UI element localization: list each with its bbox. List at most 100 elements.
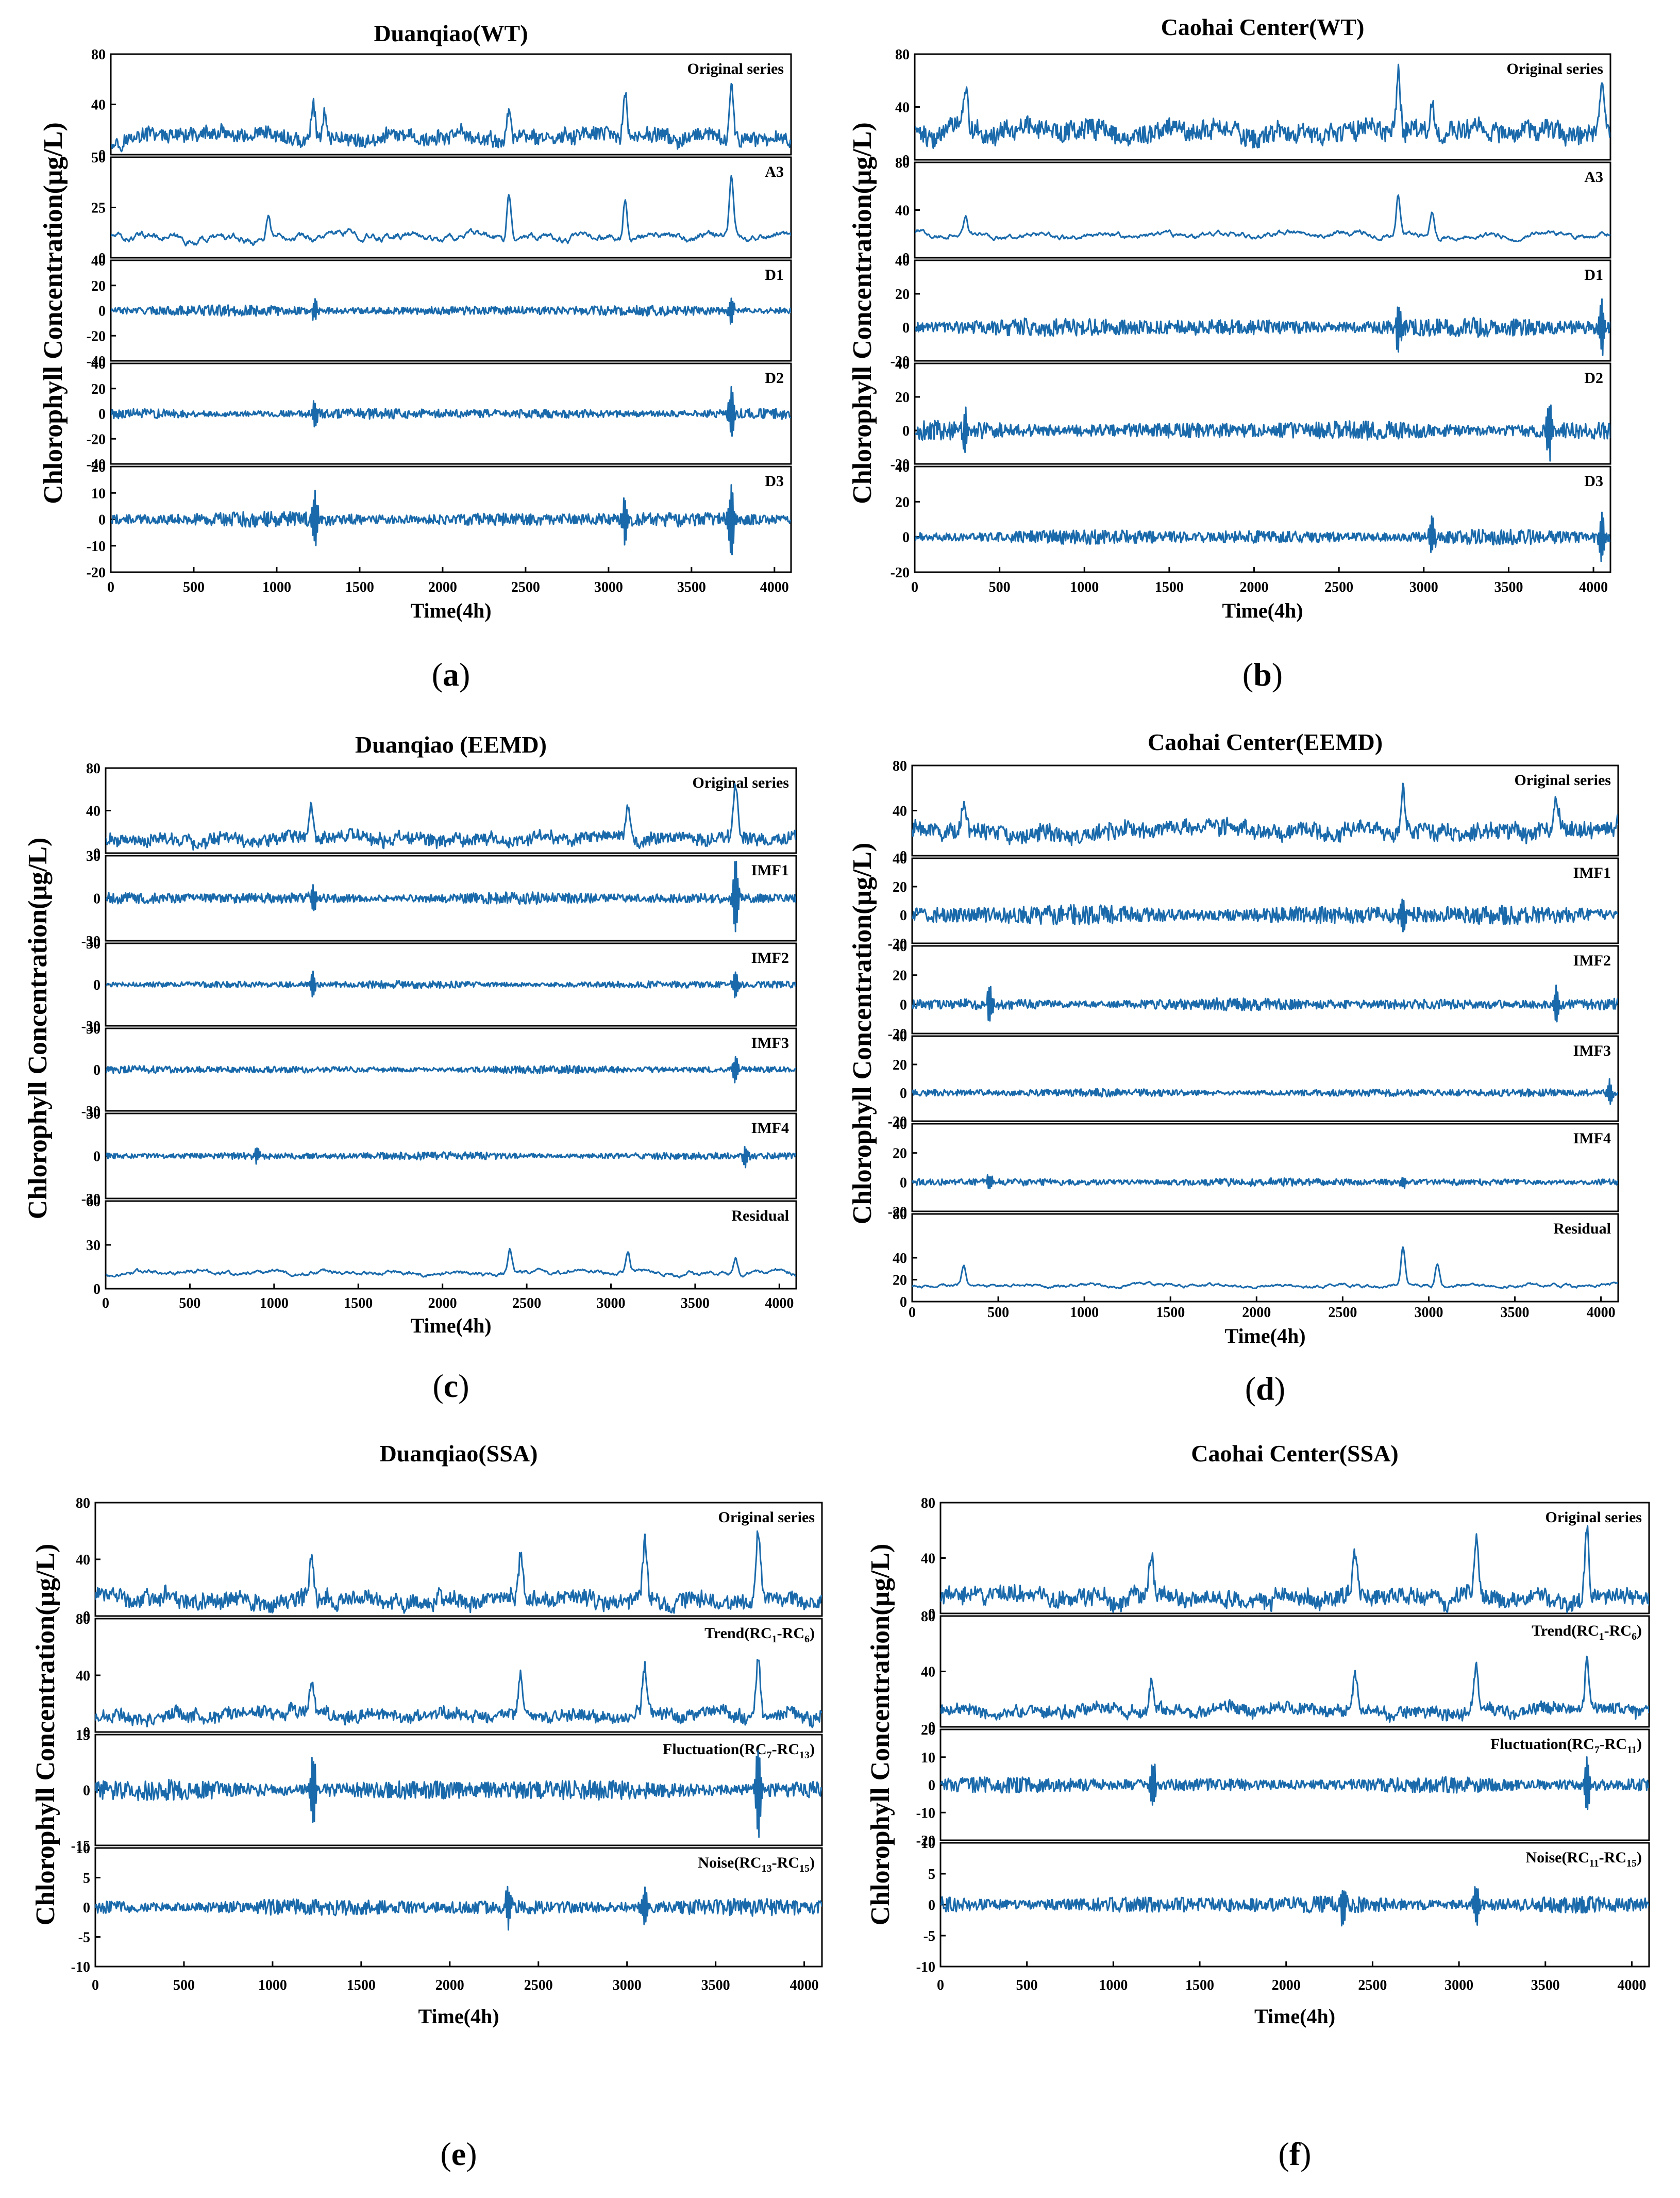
series-line bbox=[106, 860, 796, 933]
subplot-label: IMF2 bbox=[751, 950, 789, 967]
subplot-label: IMF2 bbox=[1573, 952, 1611, 969]
y-tick-label: -20 bbox=[87, 431, 106, 447]
y-tick-label: 20 bbox=[91, 278, 106, 294]
y-tick-label: 30 bbox=[86, 1238, 100, 1254]
subplot-label: Trend(RC1-RC6) bbox=[1532, 1622, 1642, 1642]
subplot-frame bbox=[914, 259, 1611, 362]
y-tick-label: 20 bbox=[895, 287, 910, 303]
y-tick-label: -20 bbox=[87, 328, 106, 344]
x-axis-label: Time(4h) bbox=[418, 2005, 499, 2028]
y-tick-label: 20 bbox=[91, 459, 106, 475]
x-tick-label: 3000 bbox=[1444, 1977, 1473, 1993]
y-tick-label: 80 bbox=[893, 758, 907, 774]
x-tick-label: 3500 bbox=[701, 1977, 730, 1993]
panel-d: Caohai Center(EEMD)Original series80400I… bbox=[848, 729, 1619, 1407]
x-tick-label: 2000 bbox=[428, 1295, 457, 1311]
x-tick-label: 3000 bbox=[596, 1295, 625, 1311]
x-tick-label: 1500 bbox=[1185, 1977, 1214, 1993]
y-tick-label: 20 bbox=[893, 1057, 907, 1073]
y-tick-label: 80 bbox=[76, 1611, 90, 1627]
subplot-3: Fluctuation(RC7-RC11) 20 10 0 -10 -20 bbox=[916, 1722, 1650, 1849]
subplot-frame bbox=[105, 1200, 797, 1290]
subplot-label: D1 bbox=[1584, 267, 1603, 284]
panel-c: Duanqiao (EEMD) Original series 80 40 0 IMF1 3… bbox=[23, 731, 797, 1404]
subplot-label: D1 bbox=[765, 267, 784, 284]
subplot-label: IMF1 bbox=[1573, 864, 1611, 881]
y-tick-label: 20 bbox=[921, 1722, 935, 1738]
y-tick-label: -30 bbox=[81, 934, 100, 950]
y-tick-label: 30 bbox=[86, 1106, 100, 1122]
subplot-label: IMF4 bbox=[1573, 1130, 1611, 1147]
x-tick-label: 1500 bbox=[1156, 1305, 1185, 1321]
panel-caption: (c) bbox=[432, 1368, 469, 1404]
y-tick-label: 30 bbox=[86, 936, 100, 952]
y-tick-label: 0 bbox=[83, 1900, 90, 1916]
x-tick-label: 0 bbox=[102, 1295, 109, 1311]
x-tick-label: 1500 bbox=[344, 1295, 373, 1311]
subplot-label: A3 bbox=[1584, 169, 1603, 186]
panel-caption: (f) bbox=[1279, 2136, 1312, 2172]
x-tick-label: 2500 bbox=[1328, 1305, 1357, 1321]
y-tick-label: 10 bbox=[921, 1836, 935, 1852]
y-tick-label: 40 bbox=[895, 100, 910, 116]
panel-caption: (d) bbox=[1245, 1370, 1285, 1407]
series-line bbox=[111, 82, 791, 153]
x-tick-label: 1000 bbox=[258, 1977, 287, 1993]
y-axis-label: Chlorophyll Concentration(μg/L) bbox=[23, 838, 53, 1220]
subplot-label: Fluctuation(RC7-RC11) bbox=[1490, 1736, 1642, 1756]
y-tick-label: 40 bbox=[76, 1668, 90, 1684]
subplot-5: IMF4 30 0 -30 bbox=[81, 1106, 797, 1207]
y-tick-label: 25 bbox=[91, 201, 106, 217]
y-tick-label: 0 bbox=[902, 153, 910, 169]
y-tick-label: -30 bbox=[81, 1104, 100, 1120]
subplot-4: Noise(RC11-RC15) 10 5 0 -5 -10 bbox=[916, 1836, 1650, 1975]
series-line bbox=[111, 297, 791, 325]
y-tick-label: 40 bbox=[893, 939, 907, 955]
subplot-6: Residual 60 30 0 bbox=[86, 1194, 797, 1297]
subplot-label: Noise(RC13-RC15) bbox=[698, 1854, 815, 1874]
y-tick-label: 40 bbox=[76, 1552, 90, 1568]
y-tick-label: 50 bbox=[91, 150, 106, 166]
x-tick-label: 0 bbox=[909, 1305, 916, 1321]
subplot-label: Original series bbox=[687, 60, 784, 77]
panel-title: Caohai Center(SSA) bbox=[1191, 1440, 1398, 1467]
x-tick-label: 2000 bbox=[1240, 579, 1269, 595]
y-tick-label: 40 bbox=[895, 253, 910, 269]
series-line bbox=[940, 1525, 1649, 1613]
y-tick-label: 0 bbox=[900, 848, 907, 864]
y-tick-label: 80 bbox=[921, 1609, 935, 1625]
subplot-label: Original series bbox=[718, 1509, 815, 1526]
y-tick-label: 0 bbox=[98, 407, 106, 423]
x-tick-label: 4000 bbox=[1617, 1977, 1646, 1993]
x-tick-label: 4000 bbox=[760, 579, 789, 595]
series-line bbox=[111, 386, 791, 437]
subplot-3: D1 40 20 0 -20 -40 bbox=[87, 253, 792, 370]
subplot-2: Trend(RC1-RC6) 80 40 0 bbox=[76, 1611, 823, 1741]
y-tick-label: 0 bbox=[98, 251, 106, 267]
subplot-label: D2 bbox=[1584, 370, 1603, 387]
y-tick-label: 80 bbox=[895, 155, 910, 171]
y-tick-label: 40 bbox=[893, 804, 907, 820]
subplot-frame bbox=[914, 53, 1611, 161]
y-tick-label: 10 bbox=[921, 1750, 935, 1766]
series-line bbox=[912, 1246, 1618, 1290]
subplot-4: D2 40 20 0 -20 bbox=[891, 356, 1611, 473]
y-tick-label: 0 bbox=[83, 1783, 90, 1799]
series-line bbox=[915, 63, 1610, 149]
y-tick-label: -20 bbox=[891, 354, 910, 370]
x-tick-label: 3500 bbox=[1531, 1977, 1560, 1993]
series-line bbox=[940, 1655, 1649, 1723]
series-line bbox=[106, 970, 796, 998]
subplot-label: Noise(RC11-RC15) bbox=[1525, 1849, 1642, 1869]
y-tick-label: -40 bbox=[87, 457, 106, 473]
series-line bbox=[95, 1749, 822, 1838]
y-tick-label: -20 bbox=[888, 1026, 907, 1042]
series-line bbox=[106, 1056, 796, 1084]
subplot-label: D2 bbox=[765, 370, 784, 387]
y-tick-label: -30 bbox=[81, 1019, 100, 1035]
series-line bbox=[95, 1659, 822, 1728]
series-line bbox=[915, 298, 1610, 356]
